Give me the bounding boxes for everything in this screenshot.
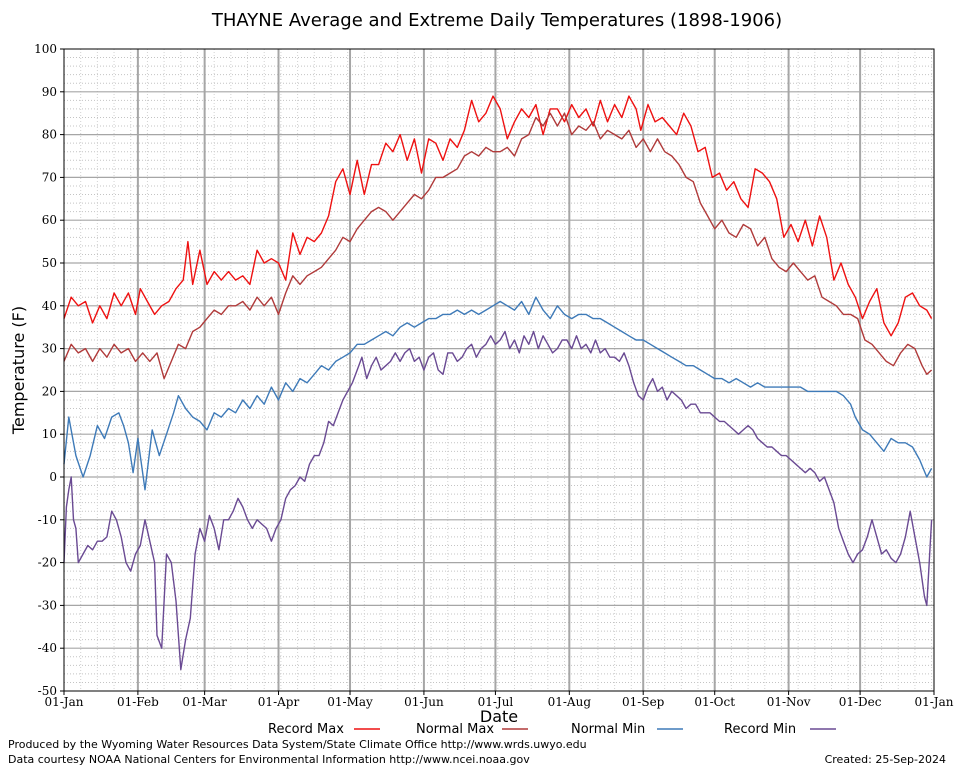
legend-label: Normal Max	[416, 722, 494, 737]
x-tick-label: 01-Dec	[839, 695, 882, 709]
legend: Record Max Normal Max Normal Min Record Min	[268, 722, 836, 737]
y-axis-title: Temperature (F)	[9, 306, 28, 435]
x-axis-ticks: 01-Jan 01-Feb 01-Mar 01-Apr 01-May 01-Jun 01-J…	[44, 691, 954, 709]
x-tick-label: 01-Oct	[694, 695, 735, 709]
footer-produced-by: Produced by the Wyoming Water Resources …	[8, 738, 587, 751]
y-tick-label: 40	[42, 299, 57, 313]
chart-title: THAYNE Average and Extreme Daily Tempera…	[211, 10, 782, 31]
series-group	[63, 95, 933, 671]
y-tick-label: 90	[42, 85, 57, 99]
y-tick-label: -30	[38, 598, 57, 612]
plot-frame	[63, 48, 935, 692]
y-tick-label: 70	[42, 170, 57, 184]
y-tick-label: -40	[38, 641, 57, 655]
legend-label: Normal Min	[571, 722, 645, 737]
y-tick-label: 100	[34, 42, 57, 56]
y-tick-label: 10	[42, 427, 57, 441]
y-tick-label: 0	[49, 470, 57, 484]
y-tick-label: -10	[38, 513, 57, 527]
x-tick-label: 01-Mar	[182, 695, 227, 709]
x-tick-label: 01-May	[327, 695, 373, 709]
x-tick-label: 01-Aug	[548, 695, 592, 709]
x-tick-label: 01-Apr	[258, 695, 300, 709]
footer-data-courtesy: Data courtesy NOAA National Centers for …	[8, 753, 530, 766]
x-tick-label: 01-Jan	[44, 695, 83, 709]
series-line-record-max	[63, 95, 933, 337]
x-tick-label: 01-Jul	[478, 695, 514, 709]
x-tick-label: 01-Jan	[914, 695, 953, 709]
y-tick-label: 60	[42, 213, 57, 227]
y-tick-label: 30	[42, 342, 57, 356]
x-tick-label: 01-Sep	[622, 695, 665, 709]
y-axis-ticks: -50 -40 -30 -20 -10 0 10 20 30 40 50 60 70 80 90 100	[34, 42, 64, 698]
y-tick-label: 50	[42, 256, 57, 270]
grid	[64, 49, 934, 691]
legend-label: Record Max	[268, 722, 344, 737]
y-tick-label: 20	[42, 384, 57, 398]
x-tick-label: 01-Nov	[767, 695, 811, 709]
series-line-record-min	[63, 330, 933, 671]
series-line-normal-max	[63, 112, 933, 380]
y-tick-label: 80	[42, 128, 57, 142]
y-tick-label: -50	[38, 684, 57, 698]
x-tick-label: 01-Feb	[117, 695, 159, 709]
y-tick-label: -20	[38, 556, 57, 570]
x-tick-label: 01-Jun	[404, 695, 444, 709]
legend-label: Record Min	[724, 722, 796, 737]
footer-created-date: Created: 25-Sep-2024	[825, 753, 946, 766]
x-axis-title: Date	[480, 707, 518, 726]
series-line-normal-min	[63, 296, 933, 491]
